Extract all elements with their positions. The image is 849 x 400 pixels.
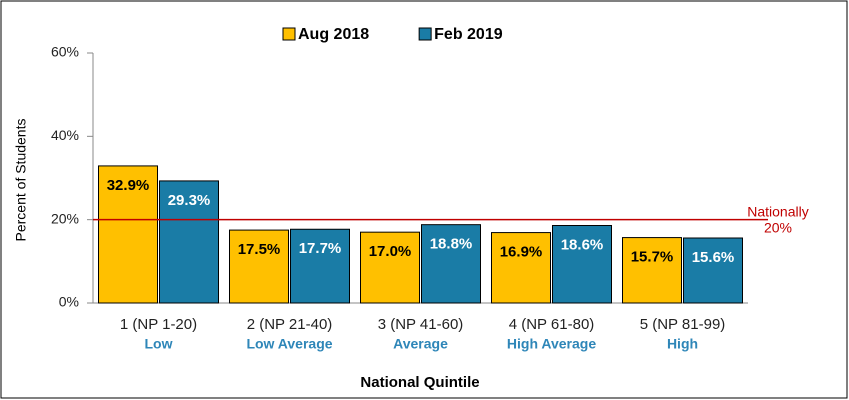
- bar: [622, 237, 682, 304]
- y-tick-label: 60%: [51, 44, 79, 60]
- bar: [98, 165, 158, 304]
- bar: [229, 229, 289, 304]
- data-label: 17.5%: [238, 241, 281, 258]
- reference-label: 20%: [764, 220, 792, 236]
- x-tick-label: 2 (NP 21-40): [247, 316, 333, 333]
- x-tick-sublabel: Average: [393, 336, 448, 352]
- data-label: 18.6%: [561, 236, 604, 253]
- data-label: 17.7%: [299, 240, 342, 257]
- x-tick-label: 3 (NP 41-60): [378, 316, 464, 333]
- x-tick-label: 5 (NP 81-99): [640, 316, 726, 333]
- x-axis-title: National Quintile: [360, 374, 479, 391]
- bar: [290, 228, 350, 304]
- x-tick-sublabel: Low: [145, 336, 173, 352]
- bar: [683, 237, 743, 304]
- bar: [360, 231, 420, 304]
- legend-swatch: [418, 27, 432, 41]
- bar: [421, 224, 481, 304]
- y-tick-label: 0%: [59, 294, 79, 310]
- reference-label: Nationally: [747, 204, 808, 220]
- data-label: 29.3%: [168, 192, 211, 209]
- data-label: 18.8%: [430, 236, 473, 253]
- legend-label: Aug 2018: [298, 26, 369, 43]
- x-tick-sublabel: High Average: [507, 336, 596, 352]
- bar: [159, 180, 219, 304]
- data-label: 16.9%: [500, 244, 543, 261]
- legend-swatch: [282, 27, 296, 41]
- bar: [552, 225, 612, 304]
- bar: [491, 232, 551, 304]
- y-tick-label: 40%: [51, 127, 79, 143]
- y-tick-label: 20%: [51, 210, 79, 226]
- y-axis-title: Percent of Students: [13, 119, 29, 242]
- x-tick-sublabel: High: [667, 336, 698, 352]
- data-label: 15.6%: [692, 249, 735, 266]
- x-tick-label: 1 (NP 1-20): [120, 316, 197, 333]
- x-tick-label: 4 (NP 61-80): [509, 316, 595, 333]
- data-label: 17.0%: [369, 243, 412, 260]
- data-label: 32.9%: [107, 177, 150, 194]
- data-label: 15.7%: [631, 249, 674, 266]
- x-tick-sublabel: Low Average: [246, 336, 332, 352]
- legend-label: Feb 2019: [434, 26, 503, 43]
